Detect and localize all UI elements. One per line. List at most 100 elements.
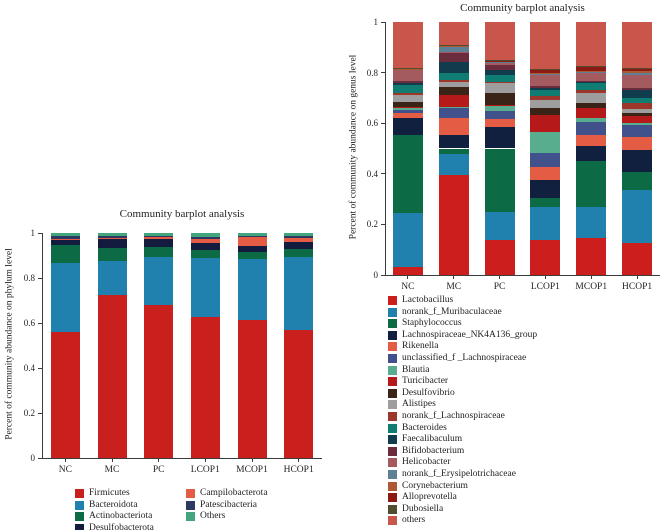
bar-segment-desulfobacterota — [50, 240, 80, 246]
legend-item: norank_f_Muribaculaceae — [388, 307, 502, 318]
bar-segment-lactobacillus — [392, 267, 423, 275]
bar-segment-firmicutes — [97, 294, 127, 458]
bar-segment-norank-f-erysipelotrichaceae — [576, 72, 607, 74]
bar-segment-lachnospiraceae-nk4a136-group — [484, 126, 515, 149]
bar-segment-turicibacter — [484, 104, 515, 106]
bar-segment-patescibacteria — [50, 236, 80, 239]
legend-item: Rikenella — [388, 341, 438, 352]
legend-item: Staphylococcus — [388, 318, 462, 329]
legend-swatch — [388, 481, 397, 491]
bar-segment-campilobacterota — [144, 236, 174, 239]
x-tick-label: NC — [58, 465, 72, 475]
legend-swatch — [388, 388, 397, 398]
legend-label: others — [402, 515, 426, 526]
phylum-y-axis-label: Percent of community abundance on phylum… — [4, 248, 15, 440]
bar-segment-bacteroides — [530, 90, 561, 96]
bar-segment-actinobacteriota — [237, 252, 267, 259]
x-tick-mark — [111, 458, 113, 462]
bar-segment-others — [237, 233, 267, 236]
legend-swatch — [186, 512, 195, 521]
bar-segment-bacteroides — [484, 75, 515, 82]
genus-chart-title: Community barplot analysis — [460, 2, 585, 14]
bar-segment-lactobacillus — [438, 175, 469, 275]
bar-segment-turicibacter — [438, 95, 469, 107]
bar-segment-unclassified-f-lachnospiraceae — [438, 108, 469, 119]
bar-segment-blautia — [530, 132, 561, 153]
bar-segment-rikenella — [622, 137, 653, 150]
bar-segment-helicobacter — [392, 69, 423, 81]
legend-item: Firmicutes — [75, 488, 130, 499]
legend-swatch — [388, 446, 397, 456]
legend-item: Faecalibaculum — [388, 434, 462, 445]
legend-label: Desulfobacterota — [89, 522, 154, 530]
legend-item: Dubosiella — [388, 504, 443, 515]
bar-segment-desulfovibrio — [392, 101, 423, 107]
legend-label: Helicobacter — [402, 457, 451, 468]
bar-segment-actinobacteriota — [50, 245, 80, 264]
legend-label: Others — [200, 511, 226, 521]
bar-segment-others — [530, 22, 561, 69]
y-tick-mark — [38, 412, 42, 414]
y-tick-label: 1 — [373, 17, 379, 27]
bar-segment-bacteroidota — [144, 256, 174, 305]
bar-segment-norank-f-lachnospiraceae — [576, 90, 607, 94]
legend-label: Blautia — [402, 364, 430, 375]
legend-item: norank_f_Lachnospiraceae — [388, 411, 505, 422]
bar-segment-norank-f-muribaculaceae — [530, 206, 561, 240]
bar-segment-unclassified-f-lachnospiraceae — [622, 124, 653, 138]
legend-label: Turicibacter — [402, 376, 449, 387]
bar-segment-norank-f-muribaculaceae — [438, 153, 469, 176]
bar-segment-alloprevotella — [530, 70, 561, 73]
bar-segment-bifidobacterium — [392, 80, 423, 83]
bar-segment-actinobacteriota — [284, 248, 314, 257]
bar-segment-blautia — [576, 118, 607, 122]
bar-segment-norank-f-erysipelotrichaceae — [438, 46, 469, 53]
bar-segment-helicobacter — [530, 75, 561, 86]
x-tick-mark — [453, 275, 455, 279]
bar-segment-bifidobacterium — [484, 65, 515, 71]
legend-swatch — [186, 489, 195, 498]
legend-swatch — [186, 500, 195, 510]
x-tick-mark — [407, 275, 409, 279]
legend-label: Firmicutes — [89, 488, 130, 498]
legend-label: Faecalibaculum — [402, 434, 463, 445]
bar-segment-alistipes — [484, 83, 515, 94]
bar-segment-dubosiella — [576, 66, 607, 68]
bar-segment-norank-f-erysipelotrichaceae — [530, 73, 561, 76]
y-tick-label: 0.6 — [366, 118, 378, 129]
bar-segment-lactobacillus — [530, 239, 561, 275]
bar-segment-others — [622, 22, 653, 68]
bar-segment-norank-f-lachnospiraceae — [484, 81, 515, 84]
legend-item: Patescibacteria — [186, 500, 257, 511]
bar-segment-lachnospiraceae-nk4a136-group — [530, 179, 561, 199]
bar-segment-rikenella — [438, 118, 469, 135]
legend-swatch — [388, 296, 397, 305]
bar-segment-corynebacterium — [530, 72, 561, 74]
bar-segment-actinobacteriota — [144, 247, 174, 257]
legend-label: Patescibacteria — [200, 499, 257, 510]
legend-item: Desulfovibrio — [388, 388, 455, 399]
bar-segment-norank-f-erysipelotrichaceae — [392, 69, 423, 70]
legend-label: Lachnospiraceae_NK4A136_group — [402, 329, 538, 340]
bar-segment-lactobacillus — [484, 239, 515, 275]
legend-swatch — [388, 307, 397, 317]
legend-label: Rikenella — [402, 341, 439, 352]
phylum-chart-title: Community barplot analysis — [119, 208, 245, 220]
x-tick-mark — [158, 458, 160, 462]
bar-segment-corynebacterium — [622, 71, 653, 73]
legend-swatch — [75, 523, 84, 530]
y-tick-label: 0.6 — [23, 318, 35, 328]
x-tick-label: PC — [493, 282, 506, 292]
legend-swatch — [388, 504, 397, 514]
bar-segment-bacteroides — [392, 85, 423, 94]
bar-segment-staphylococcus — [576, 160, 607, 207]
bar-segment-norank-f-erysipelotrichaceae — [484, 62, 515, 63]
y-tick-mark — [381, 72, 385, 74]
bar-segment-staphylococcus — [392, 134, 423, 213]
x-tick-label: NC — [401, 282, 415, 292]
bar-segment-faecalibaculum — [530, 88, 561, 91]
x-axis-line — [385, 275, 660, 276]
bar-segment-firmicutes — [284, 329, 314, 458]
legend-label: Staphylococcus — [402, 318, 462, 329]
